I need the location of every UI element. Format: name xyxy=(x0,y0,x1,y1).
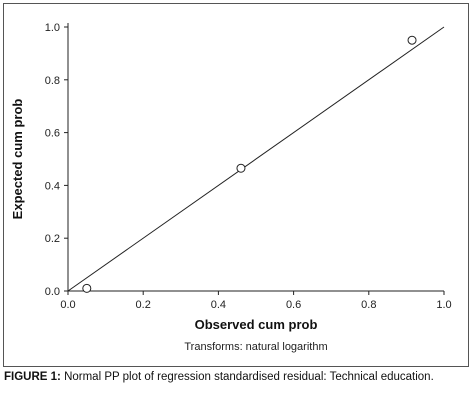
y-axis-title: Expected cum prob xyxy=(10,99,25,220)
y-tick-label: 0.2 xyxy=(45,233,60,245)
caption-label: FIGURE 1: xyxy=(4,371,61,383)
y-tick-label: 0.6 xyxy=(45,128,60,140)
pp-plot-chart: Observed cum prob Expected cum prob Tran… xyxy=(10,22,452,353)
data-point xyxy=(407,35,417,45)
transform-annotation: Transforms: natural logarithm xyxy=(184,341,327,353)
figure-caption: FIGURE 1: Normal PP plot of regression s… xyxy=(4,371,472,383)
data-points xyxy=(82,35,417,293)
x-tick-label: 0.2 xyxy=(136,299,151,311)
tick-marks xyxy=(64,26,445,295)
y-tick-label: 0.4 xyxy=(45,180,60,192)
y-tick-label: 1.0 xyxy=(45,22,60,34)
x-axis-title: Observed cum prob xyxy=(195,317,318,332)
y-tick-label: 0.8 xyxy=(45,75,60,87)
x-tick-label: 0.8 xyxy=(361,299,376,311)
caption-text: Normal PP plot of regression standardise… xyxy=(60,371,434,383)
data-point xyxy=(82,283,92,293)
x-tick-label: 0.6 xyxy=(286,299,301,311)
reference-line-layer xyxy=(67,26,445,292)
data-point xyxy=(236,163,246,173)
x-tick-label: 1.0 xyxy=(436,299,451,311)
y-tick-label: 0.0 xyxy=(45,286,60,298)
axes xyxy=(67,23,444,292)
x-tick-label: 0.4 xyxy=(211,299,226,311)
reference-line xyxy=(67,26,445,292)
x-tick-label: 0.0 xyxy=(60,299,75,311)
